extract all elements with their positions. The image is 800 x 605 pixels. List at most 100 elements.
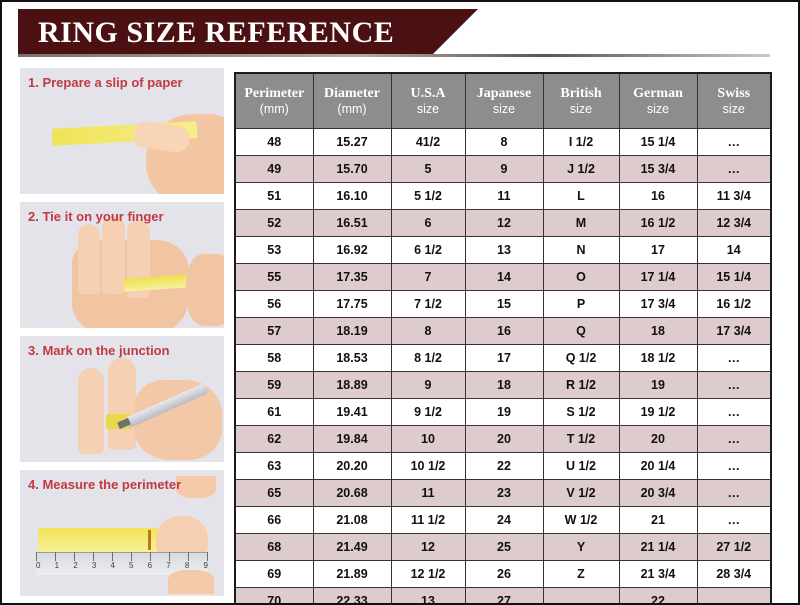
cell-german: 15 1/4 xyxy=(618,128,698,156)
cell-usa: 9 1/2 xyxy=(390,398,466,426)
cell-british: J 1/2 xyxy=(542,155,620,183)
cell-japanese: 23 xyxy=(464,479,544,507)
cell-german: 21 1/4 xyxy=(618,533,698,561)
cell-swiss: … xyxy=(696,155,772,183)
cell-japanese: 15 xyxy=(464,290,544,318)
cell-british: … xyxy=(542,587,620,603)
cell-perimeter: 65 xyxy=(234,479,314,507)
table-row: 68 21.49 12 25 Y 21 1/4 27 1/2 xyxy=(234,533,772,561)
cell-usa: 7 1/2 xyxy=(390,290,466,318)
cell-german: 20 xyxy=(618,425,698,453)
cell-perimeter: 55 xyxy=(234,263,314,291)
finger-illustration xyxy=(102,216,125,294)
cell-diameter: 16.10 xyxy=(312,182,392,210)
cell-japanese: 22 xyxy=(464,452,544,480)
ruler-mark: 7 xyxy=(166,561,171,570)
step-mark-junction: 3. Mark on the junction xyxy=(20,336,224,462)
cell-swiss: 27 1/2 xyxy=(696,533,772,561)
cell-japanese: 25 xyxy=(464,533,544,561)
cell-british: Q 1/2 xyxy=(542,344,620,372)
cell-perimeter: 52 xyxy=(234,209,314,237)
cell-perimeter: 62 xyxy=(234,425,314,453)
step-prepare-paper: 1. Prepare a slip of paper xyxy=(20,68,224,194)
column-header-main: Swiss xyxy=(717,85,751,101)
table-row: 61 19.41 9 1/2 19 S 1/2 19 1/2… xyxy=(234,398,772,426)
cell-usa: 5 xyxy=(390,155,466,183)
cell-japanese: 27 xyxy=(464,587,544,603)
cell-diameter: 20.68 xyxy=(312,479,392,507)
cell-japanese: 16 xyxy=(464,317,544,345)
cell-german: 17 1/4 xyxy=(618,263,698,291)
cell-german: 20 3/4 xyxy=(618,479,698,507)
table-header-row: Perimeter (mm) Diameter (mm) U.S.A size … xyxy=(234,72,772,129)
cell-diameter: 22.33 xyxy=(312,587,392,603)
cell-german: 22 xyxy=(618,587,698,603)
cell-german: 18 xyxy=(618,317,698,345)
cell-swiss: 16 1/2 xyxy=(696,290,772,318)
second-hand-illustration xyxy=(186,254,224,326)
step-measure-perimeter: 4. Measure the perimeter 0 1 2 3 4 5 6 7… xyxy=(20,470,224,596)
ruler-illustration xyxy=(36,552,208,575)
step-1-label: 1. Prepare a slip of paper xyxy=(28,75,183,90)
cell-usa: 11 xyxy=(390,479,466,507)
table-row: 53 16.92 6 1/2 13 N 17 14 xyxy=(234,236,772,264)
table-row: 55 17.35 7 14 O 17 1/4 15 1/4 xyxy=(234,263,772,291)
cell-japanese: 19 xyxy=(464,398,544,426)
cell-british: N xyxy=(542,236,620,264)
cell-british: S 1/2 xyxy=(542,398,620,426)
cell-british: L xyxy=(542,182,620,210)
cell-usa: 11 1/2 xyxy=(390,506,466,534)
cell-usa: 5 1/2 xyxy=(390,182,466,210)
column-header-diameter: Diameter (mm) xyxy=(312,72,392,129)
cell-usa: 13 xyxy=(390,587,466,603)
cell-usa: 12 xyxy=(390,533,466,561)
page-title: RING SIZE REFERENCE xyxy=(38,16,395,49)
cell-japanese: 17 xyxy=(464,344,544,372)
cell-swiss: … xyxy=(696,587,772,603)
cell-perimeter: 69 xyxy=(234,560,314,588)
table-row: 62 19.84 10 20 T 1/2 20… xyxy=(234,425,772,453)
finger-illustration xyxy=(78,368,104,454)
table-body: 48 15.27 41/2 8 I 1/2 15 1/4… 49 15.70 5 9 J 1/2 15… xyxy=(234,128,772,603)
cell-swiss: 11 3/4 xyxy=(696,182,772,210)
cell-diameter: 19.41 xyxy=(312,398,392,426)
cell-perimeter: 49 xyxy=(234,155,314,183)
cell-diameter: 17.75 xyxy=(312,290,392,318)
cell-swiss: … xyxy=(696,506,772,534)
cell-german: 18 1/2 xyxy=(618,344,698,372)
cell-diameter: 18.19 xyxy=(312,317,392,345)
cell-diameter: 19.84 xyxy=(312,425,392,453)
cell-swiss: … xyxy=(696,398,772,426)
cell-british: O xyxy=(542,263,620,291)
table-row: 51 16.10 5 1/2 11 L 16 11 3/4 xyxy=(234,182,772,210)
column-header-main: Diameter xyxy=(324,85,380,101)
header-divider xyxy=(18,54,770,57)
ruler-mark: 1 xyxy=(54,561,60,570)
ring-size-table: Perimeter (mm) Diameter (mm) U.S.A size … xyxy=(234,72,772,603)
cell-german: 19 1/2 xyxy=(618,398,698,426)
table-row: 49 15.70 5 9 J 1/2 15 3/4… xyxy=(234,155,772,183)
table-header: Perimeter (mm) Diameter (mm) U.S.A size … xyxy=(234,72,772,129)
ruler-mark: 0 xyxy=(36,561,41,570)
ruler-mark: 9 xyxy=(203,561,208,570)
cell-diameter: 15.27 xyxy=(312,128,392,156)
cell-swiss: 15 1/4 xyxy=(696,263,772,291)
cell-japanese: 13 xyxy=(464,236,544,264)
table-row: 63 20.20 10 1/2 22 U 1/2 20 1/4… xyxy=(234,452,772,480)
cell-perimeter: 53 xyxy=(234,236,314,264)
banner-shape xyxy=(18,9,478,55)
cell-german: 16 xyxy=(618,182,698,210)
cell-diameter: 16.51 xyxy=(312,209,392,237)
step-4-label: 4. Measure the perimeter xyxy=(28,477,182,492)
cell-diameter: 17.35 xyxy=(312,263,392,291)
cell-perimeter: 66 xyxy=(234,506,314,534)
cell-british: Z xyxy=(542,560,620,588)
table-row: 48 15.27 41/2 8 I 1/2 15 1/4… xyxy=(234,128,772,156)
column-header-sub: (mm) xyxy=(337,101,367,116)
cell-perimeter: 48 xyxy=(234,128,314,156)
cell-perimeter: 58 xyxy=(234,344,314,372)
pen-mark-illustration xyxy=(148,530,151,550)
table-row: 52 16.51 6 12 M 16 1/2 12 3/4 xyxy=(234,209,772,237)
cell-swiss: … xyxy=(696,479,772,507)
